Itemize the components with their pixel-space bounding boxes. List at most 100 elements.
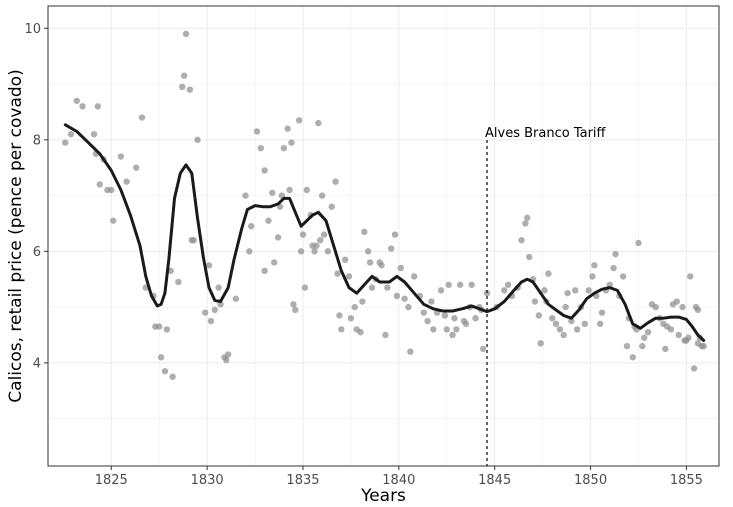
data-point [522, 220, 529, 227]
data-point [535, 312, 542, 319]
plot-panel-border [47, 5, 720, 467]
x-tick-label: 1845 [478, 473, 511, 488]
data-point [378, 262, 385, 269]
data-point [265, 217, 272, 224]
data-point [456, 281, 464, 288]
data-point [623, 342, 631, 350]
data-point [180, 72, 188, 79]
data-point [190, 236, 197, 244]
data-point [138, 114, 146, 121]
data-point [430, 326, 437, 333]
data-point [313, 242, 320, 249]
data-point [667, 326, 675, 333]
data-point [79, 103, 86, 110]
data-point [179, 83, 186, 91]
data-point [163, 326, 171, 333]
data-point [572, 287, 579, 294]
data-point [589, 273, 596, 280]
data-point [364, 248, 372, 255]
data-point [292, 306, 299, 314]
data-point [161, 368, 169, 375]
data-point [462, 320, 470, 328]
data-point [549, 315, 556, 322]
data-point [526, 253, 533, 261]
data-point [437, 287, 445, 294]
tariff-annotation-label: Alves Branco Tariff [485, 126, 607, 141]
data-point [641, 334, 648, 341]
x-tick-label: 1840 [382, 473, 415, 488]
data-point [324, 248, 332, 255]
data-point [90, 131, 98, 138]
data-point [405, 303, 412, 311]
data-point [215, 284, 222, 291]
data-point [211, 306, 218, 314]
data-point [562, 303, 569, 311]
data-point [393, 292, 401, 300]
data-point [598, 309, 606, 316]
data-point [541, 287, 548, 294]
data-point [301, 284, 309, 291]
data-point [685, 334, 692, 341]
y-tick-label: 4 [33, 356, 41, 371]
data-point [261, 267, 268, 275]
data-point [347, 315, 355, 322]
data-point [581, 320, 588, 328]
data-point [345, 273, 353, 280]
data-point [619, 273, 627, 280]
data-point [407, 348, 414, 355]
data-point [67, 131, 75, 138]
data-point [694, 306, 702, 314]
data-point [205, 262, 213, 269]
data-point [318, 192, 326, 199]
data-point [182, 30, 190, 38]
data-point [295, 117, 303, 124]
data-point [320, 231, 328, 238]
data-point [297, 248, 305, 255]
y-tick-label: 6 [33, 245, 41, 260]
data-point [410, 273, 418, 280]
data-point [242, 192, 249, 199]
data-point [117, 153, 125, 160]
data-point [700, 342, 707, 350]
grid [48, 6, 719, 466]
data-point [357, 328, 364, 336]
data-point [635, 239, 642, 247]
data-point [401, 295, 408, 302]
smoothed-trend-line [63, 123, 706, 342]
data-point [556, 326, 564, 333]
data-point [109, 217, 117, 224]
data-point [132, 164, 140, 171]
data-point [299, 231, 307, 238]
data-point [207, 317, 215, 325]
data-point [391, 231, 399, 238]
data-point [284, 125, 291, 132]
data-point [334, 270, 341, 277]
data-point [451, 315, 458, 322]
data-point [591, 262, 598, 269]
data-point [186, 86, 194, 93]
data-point [332, 178, 339, 185]
data-point [341, 256, 349, 263]
data-point [443, 326, 450, 333]
data-point [610, 264, 617, 272]
x-tick-label: 1850 [574, 473, 607, 488]
y-tick-label: 10 [24, 22, 41, 37]
data-point [537, 340, 544, 347]
y-tick-label: 8 [33, 133, 41, 148]
data-point [639, 342, 646, 350]
data-point [73, 97, 80, 104]
data-point [479, 345, 487, 353]
data-point [288, 139, 295, 146]
data-point [573, 326, 581, 333]
x-axis-title: Years [360, 486, 406, 506]
data-point [472, 315, 479, 322]
data-point [359, 298, 366, 305]
data-point [225, 351, 232, 358]
data-point [286, 186, 293, 194]
data-point [397, 264, 404, 272]
data-point [315, 119, 322, 127]
data-point [271, 259, 278, 266]
data-point [468, 281, 475, 288]
data-point [564, 289, 571, 297]
